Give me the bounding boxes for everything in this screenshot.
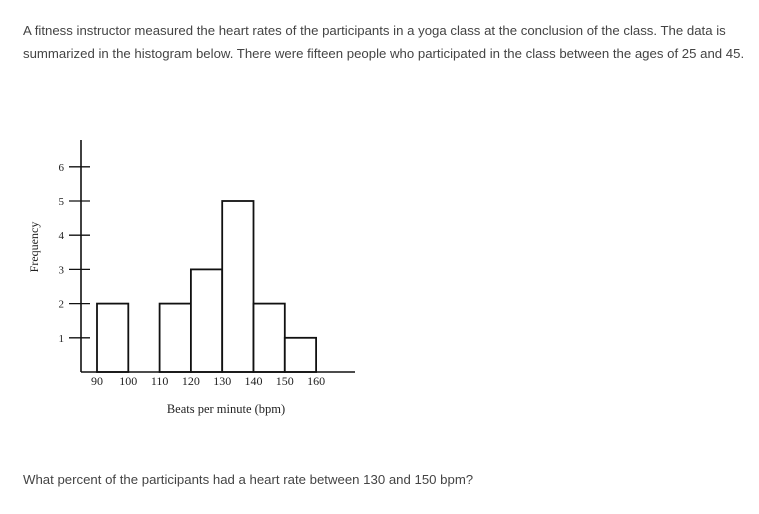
y-tick-label: 3: [59, 264, 65, 276]
x-tick-label: 100: [119, 374, 137, 388]
x-tick-label: 90: [91, 374, 103, 388]
y-axis-label: Frequency: [27, 222, 41, 273]
x-tick-label: 160: [307, 374, 325, 388]
histogram-bar-110-120: [158, 302, 192, 373]
y-tick-label: 1: [59, 333, 65, 345]
y-tick-label: 5: [59, 196, 65, 208]
histogram-bar-140-150: [252, 302, 286, 373]
histogram-bar-150-160: [283, 336, 317, 373]
x-tick-label: 150: [276, 374, 294, 388]
x-axis-label: Beats per minute (bpm): [167, 402, 285, 416]
question-text: What percent of the participants had a h…: [23, 472, 474, 488]
y-tick-label: 6: [59, 162, 65, 174]
x-tick-label: 110: [151, 374, 169, 388]
histogram-bar-120-130: [189, 268, 224, 373]
x-tick-label: 120: [182, 374, 200, 388]
y-tick-label: 4: [59, 230, 65, 242]
histogram-bar-90-100: [96, 302, 130, 373]
intro-text: A fitness instructor measured the heart …: [23, 23, 745, 62]
x-tick-label: 130: [213, 374, 231, 388]
y-tick-label: 2: [59, 299, 65, 311]
histogram-bar-130-140: [221, 200, 255, 373]
x-tick-label: 140: [245, 374, 263, 388]
